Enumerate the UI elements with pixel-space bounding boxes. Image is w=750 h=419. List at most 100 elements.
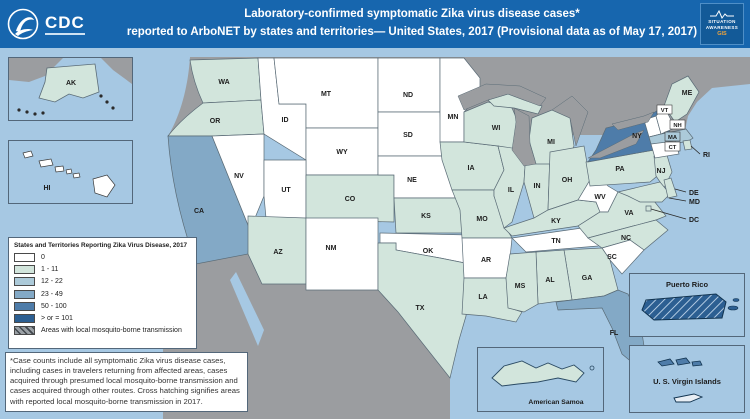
state-label-MI: MI — [547, 139, 555, 146]
state-label-NE: NE — [407, 177, 417, 184]
state-label-TX: TX — [416, 305, 425, 312]
state-DC — [645, 205, 652, 212]
state-label-AL: AL — [545, 277, 555, 284]
state-label-IA: IA — [468, 165, 475, 172]
alaska-state — [38, 63, 100, 103]
american-samoa-title: American Samoa — [528, 399, 583, 406]
state-label-OH: OH — [562, 177, 573, 184]
gis-logo-line2: AWARENESS — [705, 24, 739, 30]
state-label-CO: CO — [345, 196, 356, 203]
leader-line-RI — [690, 145, 701, 155]
gulf-of-california-water — [230, 272, 264, 346]
cdc-logo: CDC — [6, 7, 124, 41]
legend-hatch-row: Areas with local mosquito-borne transmis… — [14, 326, 191, 336]
hi-island-4 — [72, 172, 81, 179]
american-samoa-inset: American Samoa — [477, 347, 604, 412]
state-label-MS: MS — [515, 283, 526, 290]
callout-label-DC: DC — [689, 217, 699, 224]
legend-swatch-5 — [14, 313, 35, 323]
ak-island-5 — [33, 112, 37, 116]
gis-logo-line3: GIS — [717, 30, 727, 37]
usvi-island-0 — [657, 358, 675, 367]
legend-row-0: 0 — [14, 253, 191, 262]
state-NM — [305, 217, 379, 291]
state-label-NV: NV — [234, 173, 244, 180]
usvi-inset: U. S. Virgin Islands — [629, 345, 745, 413]
state-label-MT: MT — [321, 91, 332, 98]
as-islet — [589, 365, 595, 371]
ak-island-1 — [105, 100, 109, 104]
callout-label-MD: MD — [689, 199, 700, 206]
legend: States and Territories Reporting Zika Vi… — [8, 237, 197, 349]
state-MS — [505, 251, 539, 313]
alaska-inset: AK — [8, 57, 133, 121]
usvi-island-2 — [691, 360, 703, 367]
great-lake-1 — [511, 107, 537, 167]
state-MD — [616, 181, 671, 203]
hi-island-2 — [54, 165, 65, 173]
state-label-AR: AR — [481, 257, 491, 264]
state-VA — [577, 191, 667, 239]
page-title: Laboratory-confirmed symptomatic Zika vi… — [124, 6, 700, 42]
cdc-logo-text: CDC — [45, 12, 85, 32]
ak-island-4 — [25, 110, 29, 114]
label-box-MA — [664, 131, 681, 142]
puerto-rico-island — [641, 293, 727, 321]
state-label-LA: LA — [478, 294, 487, 301]
legend-label-4: 50 - 100 — [41, 302, 67, 310]
legend-label-2: 12 - 22 — [41, 278, 63, 286]
puerto-rico-inset: Puerto Rico — [629, 273, 745, 337]
great-lake-3 — [587, 129, 645, 159]
label-box-NH — [669, 119, 686, 130]
callout-label-RI: RI — [703, 152, 710, 159]
state-label-IN: IN — [534, 183, 541, 190]
state-label-KS: KS — [421, 213, 431, 220]
pacific-water — [163, 57, 190, 140]
legend-swatch-4 — [14, 301, 35, 311]
legend-swatch-2 — [14, 277, 35, 287]
state-label-WI: WI — [492, 125, 501, 132]
legend-label-5: > or = 101 — [41, 314, 73, 322]
legend-label-3: 23 - 49 — [41, 290, 63, 298]
state-label-MN: MN — [448, 114, 459, 121]
state-label-CA: CA — [194, 208, 204, 215]
label-box-CT — [664, 141, 681, 152]
state-label-ID: ID — [282, 117, 289, 124]
state-CO — [305, 174, 395, 223]
ak-island-6 — [41, 111, 45, 115]
leader-line-DC — [650, 208, 687, 220]
legend-swatch-0 — [14, 253, 35, 262]
state-label-ND: ND — [403, 92, 413, 99]
state-label-KY: KY — [551, 218, 561, 225]
state-label-PA: PA — [615, 166, 624, 173]
pr-islet-2 — [732, 298, 740, 302]
state-label-ME: ME — [682, 90, 693, 97]
legend-row-4: 50 - 100 — [14, 301, 191, 311]
state-label-MO: MO — [476, 216, 488, 223]
state-label-IL: IL — [508, 187, 515, 194]
state-ND — [377, 57, 441, 113]
alaska-label: AK — [66, 80, 76, 87]
usvi-title: U. S. Virgin Islands — [653, 377, 721, 386]
ak-island-3 — [17, 108, 21, 112]
state-label-OR: OR — [210, 118, 221, 125]
legend-swatch-3 — [14, 289, 35, 299]
state-label-NC: NC — [621, 235, 631, 242]
label-box-text-MA: MA — [668, 135, 678, 141]
great-lake-0 — [457, 83, 547, 111]
ak-russia-land — [9, 58, 63, 82]
legend-hatch-label: Areas with local mosquito-borne transmis… — [41, 327, 182, 335]
legend-label-0: 0 — [41, 254, 45, 261]
leader-line-MD — [668, 197, 687, 202]
legend-rows: 0 1 - 11 12 - 22 23 - 49 50 - 100 > or = 101 — [14, 253, 191, 323]
ak-canada-land — [101, 58, 132, 84]
label-box-text-NH: NH — [673, 123, 681, 129]
hawaii-label: HI — [44, 185, 51, 192]
hawaii-inset: HI — [8, 140, 133, 204]
cdc-logo-underline — [45, 32, 85, 35]
label-box-VT — [656, 104, 673, 115]
label-box-text-CT: CT — [669, 145, 677, 151]
footnote: *Case counts include all symptomatic Zik… — [5, 352, 248, 412]
